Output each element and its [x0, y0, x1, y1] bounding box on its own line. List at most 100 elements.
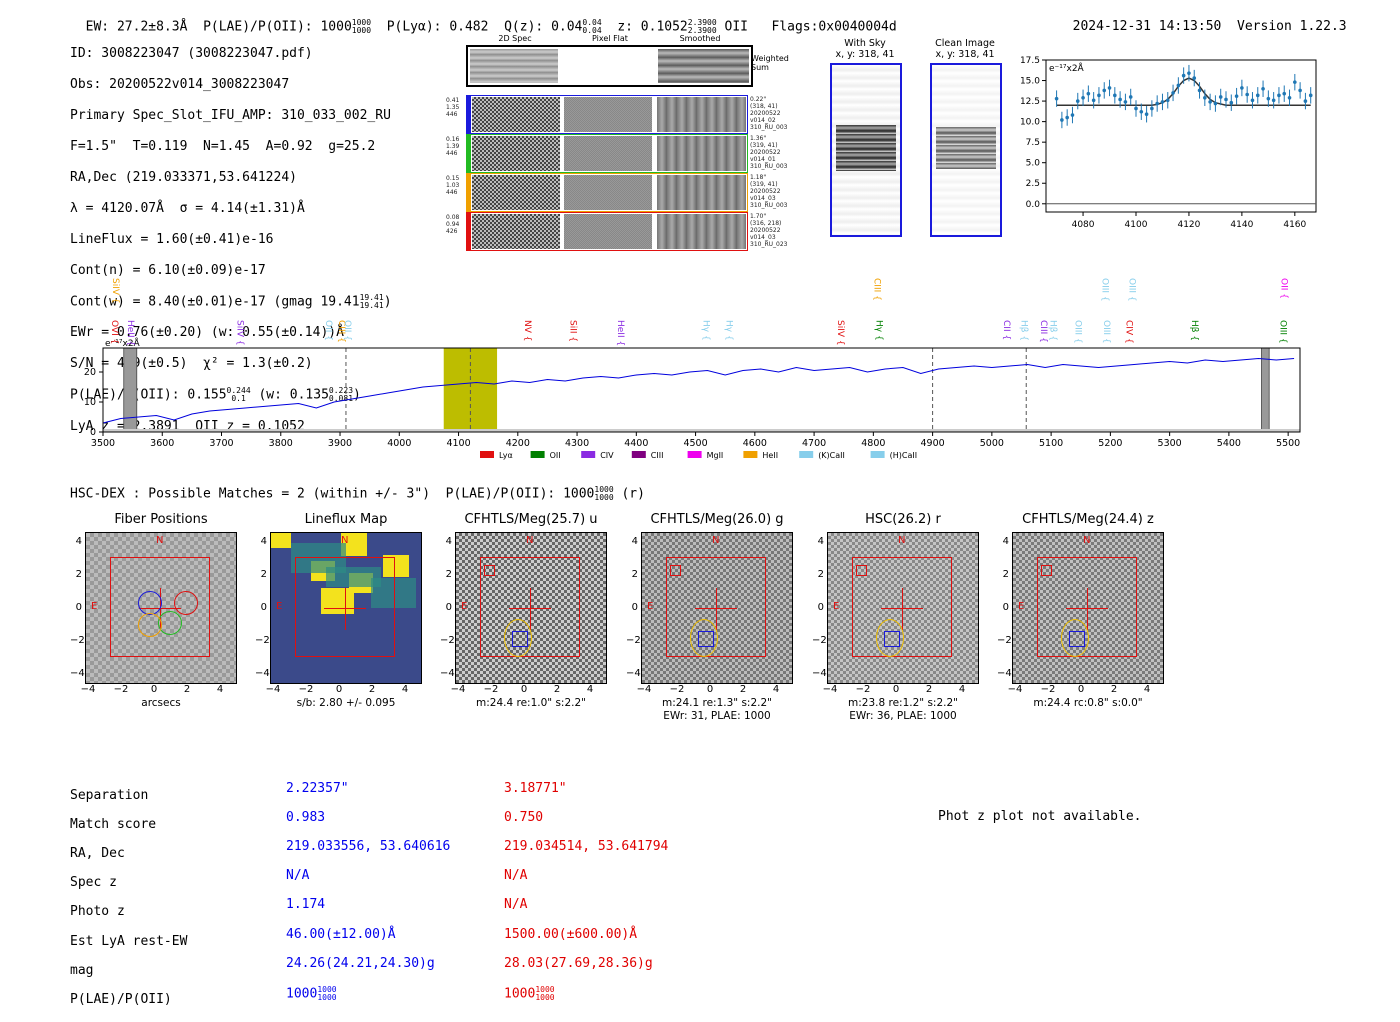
aperture-box	[852, 557, 952, 657]
row-stat: 446	[446, 111, 458, 118]
x-tick-label: 2	[368, 684, 376, 695]
fit-data-point	[1139, 109, 1144, 114]
match2-lya-ew: 1500.00(±600.00)Å	[504, 926, 638, 942]
row-info: v014_02	[750, 117, 776, 124]
row-smoothed	[657, 136, 746, 171]
clean-xy: x, y: 318, 41	[935, 49, 995, 60]
emission-line-label: Hγ {	[700, 320, 710, 341]
emission-line-label-top: CIII {	[872, 278, 882, 301]
row-2dspec	[472, 214, 560, 249]
plya-value: P(Lyα): 0.482	[386, 19, 489, 35]
crosshair-v	[1087, 588, 1088, 630]
spec-xtick-label: 3900	[328, 438, 352, 449]
photz-note: Phot z plot not available.	[938, 809, 1142, 824]
east-label: E	[91, 601, 98, 612]
legend-label: Lyα	[499, 451, 513, 460]
row-right-info: 1.70" (316, 218) 20200522 v014_03 310_RU_023	[750, 213, 790, 248]
hsc-panel: HSC(26.2) r N E 4 2 0 −2 −4 −4 −2 0 2 4 m:23.8 re:1.2…	[812, 512, 994, 724]
row-color-bar	[466, 212, 470, 251]
hsc-panel-caption: m:24.4 rc:0.8" s:0.0"	[1033, 697, 1143, 709]
emission-line-label: NV {	[522, 320, 532, 341]
hsc-panel-caption: arcsecs	[141, 697, 181, 709]
fit-data-point	[1308, 93, 1313, 98]
legend-swatch	[581, 451, 596, 458]
label-lya-ew: Est LyA rest-EW	[70, 933, 188, 949]
y-tick-label: 4	[1002, 536, 1009, 547]
fit-data-point	[1054, 96, 1059, 101]
row-stat: 446	[446, 150, 458, 157]
version: Version 1.22.3	[1237, 19, 1347, 34]
fit-model-line	[1056, 77, 1311, 106]
match1-specz: N/A	[286, 868, 310, 884]
row-stat: 0.08	[446, 214, 460, 221]
label-separation: Separation	[70, 787, 149, 803]
x-tick-label: 0	[150, 684, 158, 695]
fit-data-point	[1303, 99, 1308, 103]
match1-photoz: 1.174	[286, 897, 326, 913]
hsc-panel-title: HSC(26.2) r	[865, 512, 941, 527]
aperture-box	[1037, 557, 1137, 657]
fit-ytick-label: 0.0	[1026, 200, 1041, 210]
row-info: v014_01	[750, 156, 776, 163]
row-frame	[470, 134, 748, 173]
row-pixelflat	[564, 214, 652, 249]
y-tick-label: −4	[626, 668, 641, 679]
crosshair-h	[509, 608, 551, 609]
north-label: N	[712, 535, 720, 546]
row-pixelflat	[564, 97, 652, 132]
spec-xtick-label: 5400	[1217, 438, 1241, 449]
row-2dspec	[472, 97, 560, 132]
y-tick-label: −2	[997, 635, 1012, 646]
fit-data-point	[1128, 95, 1133, 99]
fit-ytick-label: 2.5	[1026, 179, 1040, 189]
hsc-panel-title: Fiber Positions	[114, 512, 208, 527]
row-info: 310_RU_023	[750, 241, 788, 248]
y-tick-label: −4	[812, 668, 827, 679]
fit-data-point	[1261, 86, 1265, 91]
match2-photoz: N/A	[504, 897, 528, 913]
spec-xtick-label: 3600	[150, 438, 174, 449]
fit-data-point	[1245, 92, 1249, 97]
x-tick-label: −4	[450, 684, 466, 695]
x-tick-label: 2	[925, 684, 933, 695]
x-tick-label: 4	[1143, 684, 1151, 695]
x-tick-label: 0	[1077, 684, 1085, 695]
crosshair-h	[881, 608, 923, 609]
col-title-2dspec: 2D Spec	[498, 34, 532, 43]
spec-xtick-label: 3800	[269, 438, 293, 449]
row-left-stats: 0.08 0.94 426	[446, 214, 466, 235]
x-tick-label: 0	[520, 684, 528, 695]
emission-line-label: Hβ {	[1019, 320, 1029, 341]
hsc-panel: Fiber Positions N E 4 2 0 −2 −4 −4 −2 0 2 4 arcsecs	[70, 512, 252, 724]
match1-score: 0.983	[286, 809, 326, 825]
info-lambda: λ = 4120.07Å σ = 4.14(±1.31)Å	[70, 200, 305, 216]
spec-xtick-label: 4200	[506, 438, 530, 449]
match2-separation: 3.18771"	[504, 780, 567, 796]
fit-data-point	[1171, 91, 1175, 95]
emission-line-label: CIII {	[1038, 320, 1048, 343]
plae-value: P(LAE)/P(OII): 1000	[203, 19, 352, 35]
legend-swatch	[530, 451, 545, 458]
row-info: 1.70"	[750, 213, 767, 220]
emission-line-label: Hβ {	[1189, 320, 1199, 341]
ew-value: EW: 27.2±8.3Å	[85, 19, 188, 35]
x-tick-label: −2	[483, 684, 499, 695]
fit-xtick-label: 4120	[1177, 220, 1200, 230]
info-id: ID: 3008223047 (3008223047.pdf)	[70, 45, 313, 61]
spec-xtick-label: 4300	[565, 438, 589, 449]
fit-data-point	[1081, 95, 1085, 100]
y-tick-label: 4	[260, 536, 267, 547]
info-contw: Cont(w) = 8.40(±0.01)e-17 (gmag 19.41 19.…	[70, 292, 392, 310]
row-stat: 1.03	[446, 182, 460, 189]
y-tick-label: 0	[260, 602, 267, 613]
legend-swatch	[743, 451, 758, 458]
fit-ytick-label: 5.0	[1026, 159, 1041, 169]
fit-ytick-label: 10.0	[1020, 118, 1040, 128]
z-line: OII	[724, 19, 748, 35]
aperture-box	[666, 557, 766, 657]
fit-data-point	[1240, 86, 1244, 90]
row-info: 20200522	[750, 110, 781, 117]
x-tick-label: 2	[739, 684, 747, 695]
match-table-labels: Separation Match score RA, Dec Spec z Ph…	[70, 774, 187, 1022]
